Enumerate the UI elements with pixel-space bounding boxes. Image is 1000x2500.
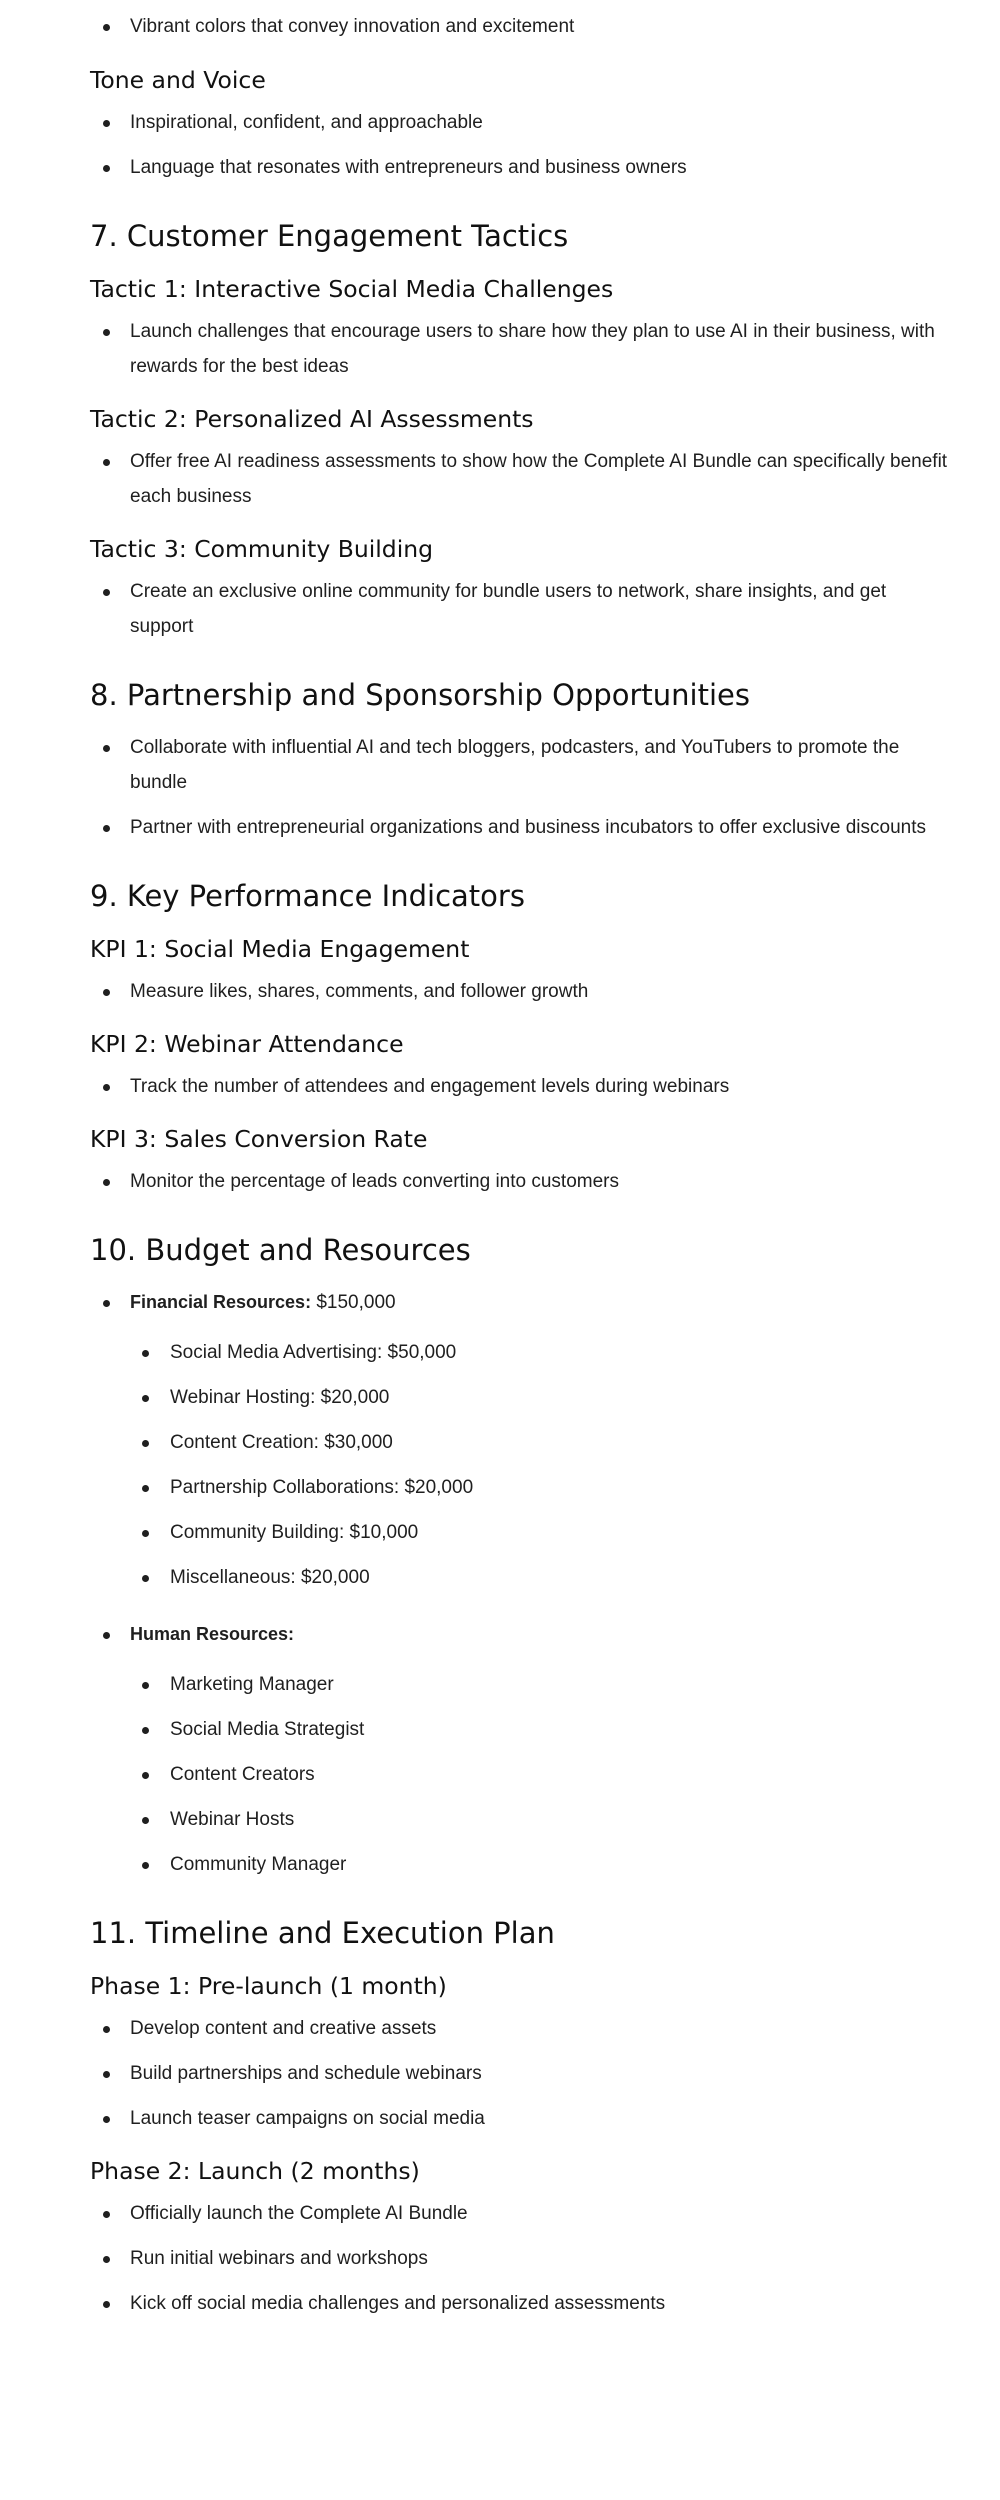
- sublist-item: Miscellaneous: $20,000: [90, 1560, 990, 1595]
- section-8-heading: 8. Partnership and Sponsorship Opportuni…: [90, 678, 750, 712]
- human-resources-label: Human Resources:: [130, 1624, 295, 1644]
- list-item-text: Vibrant colors that convey innovation an…: [130, 16, 575, 37]
- budget-list: Financial Resources: $150,000: [90, 1285, 990, 1320]
- financial-sublist: Social Media Advertising: $50,000 Webina…: [90, 1335, 990, 1595]
- document-content: Vibrant colors that convey innovation an…: [90, 0, 990, 2321]
- kpi-3-list: Monitor the percentage of leads converti…: [90, 1164, 990, 1199]
- section-9-heading: 9. Key Performance Indicators: [90, 879, 525, 913]
- list-item: Track the number of attendees and engage…: [90, 1069, 990, 1104]
- financial-resources-label: Financial Resources:: [130, 1292, 312, 1312]
- kpi-1-heading: KPI 1: Social Media Engagement: [90, 935, 470, 963]
- tone-heading: Tone and Voice: [90, 66, 266, 94]
- financial-resources-item: Financial Resources: $150,000: [90, 1285, 990, 1320]
- phase-1-list: Develop content and creative assets Buil…: [90, 2011, 990, 2136]
- human-resources-list: Human Resources:: [90, 1617, 990, 1652]
- human-resources-item: Human Resources:: [90, 1617, 990, 1652]
- kpi-2-heading: KPI 2: Webinar Attendance: [90, 1030, 404, 1058]
- sublist-item: Webinar Hosts: [90, 1802, 990, 1837]
- kpi-3-heading: KPI 3: Sales Conversion Rate: [90, 1125, 428, 1153]
- list-item: Develop content and creative assets: [90, 2011, 990, 2046]
- list-item: Officially launch the Complete AI Bundle: [90, 2196, 990, 2231]
- sublist-item: Community Manager: [90, 1847, 990, 1882]
- list-item: Vibrant colors that convey innovation an…: [90, 9, 990, 44]
- sublist-item: Content Creation: $30,000: [90, 1425, 990, 1460]
- partnership-list: Collaborate with influential AI and tech…: [90, 730, 990, 845]
- kpi-2-list: Track the number of attendees and engage…: [90, 1069, 990, 1104]
- list-item: Build partnerships and schedule webinars: [90, 2056, 990, 2091]
- sublist-item: Community Building: $10,000: [90, 1515, 990, 1550]
- tactic-2-heading: Tactic 2: Personalized AI Assessments: [90, 405, 534, 433]
- list-item: Kick off social media challenges and per…: [90, 2286, 990, 2321]
- tone-list: Inspirational, confident, and approachab…: [90, 105, 990, 185]
- kpi-1-list: Measure likes, shares, comments, and fol…: [90, 974, 990, 1009]
- list-item: Inspirational, confident, and approachab…: [90, 105, 990, 140]
- tactic-1-list: Launch challenges that encourage users t…: [90, 314, 990, 384]
- list-item: Measure likes, shares, comments, and fol…: [90, 974, 990, 1009]
- list-item: Launch challenges that encourage users t…: [90, 314, 990, 384]
- financial-resources-value: $150,000: [311, 1292, 396, 1313]
- list-item: Offer free AI readiness assessments to s…: [90, 444, 990, 514]
- human-sublist: Marketing Manager Social Media Strategis…: [90, 1667, 990, 1882]
- tactic-3-heading: Tactic 3: Community Building: [90, 535, 434, 563]
- list-item: Language that resonates with entrepreneu…: [90, 150, 990, 185]
- list-item: Monitor the percentage of leads converti…: [90, 1164, 990, 1199]
- list-item: Launch teaser campaigns on social media: [90, 2101, 990, 2136]
- phase-2-heading: Phase 2: Launch (2 months): [90, 2157, 420, 2185]
- section-7-heading: 7. Customer Engagement Tactics: [90, 219, 569, 253]
- list-item: Collaborate with influential AI and tech…: [90, 730, 990, 800]
- list-item: Run initial webinars and workshops: [90, 2241, 990, 2276]
- tactic-3-list: Create an exclusive online community for…: [90, 574, 990, 644]
- list-item: Create an exclusive online community for…: [90, 574, 990, 644]
- list-item: Partner with entrepreneurial organizatio…: [90, 810, 990, 845]
- sublist-item: Social Media Advertising: $50,000: [90, 1335, 990, 1370]
- phase-2-list: Officially launch the Complete AI Bundle…: [90, 2196, 990, 2321]
- visual-identity-list: Vibrant colors that convey innovation an…: [90, 9, 990, 44]
- phase-1-heading: Phase 1: Pre-launch (1 month): [90, 1972, 447, 2000]
- section-11-heading: 11. Timeline and Execution Plan: [90, 1916, 555, 1950]
- tactic-2-list: Offer free AI readiness assessments to s…: [90, 444, 990, 514]
- sublist-item: Partnership Collaborations: $20,000: [90, 1470, 990, 1505]
- tactic-1-heading: Tactic 1: Interactive Social Media Chall…: [90, 275, 614, 303]
- sublist-item: Social Media Strategist: [90, 1712, 990, 1747]
- sublist-item: Marketing Manager: [90, 1667, 990, 1702]
- sublist-item: Content Creators: [90, 1757, 990, 1792]
- section-10-heading: 10. Budget and Resources: [90, 1233, 471, 1267]
- sublist-item: Webinar Hosting: $20,000: [90, 1380, 990, 1415]
